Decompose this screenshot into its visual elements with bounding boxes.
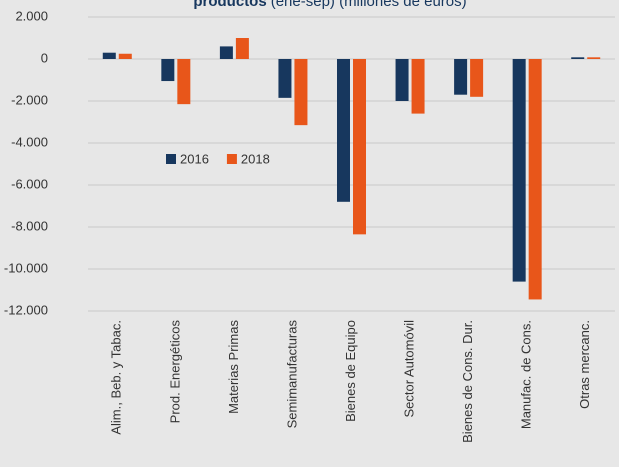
bar — [353, 59, 366, 235]
x-tick-label: Bienes de Cons. Dur. — [460, 320, 475, 443]
y-tick-label: -10.000 — [4, 260, 48, 275]
bar — [454, 59, 468, 95]
legend-swatch — [226, 154, 237, 164]
bar — [278, 59, 292, 98]
y-tick-label: -2.000 — [11, 92, 48, 107]
bar — [528, 59, 542, 300]
y-tick-label: -4.000 — [11, 134, 48, 149]
chart-title-group: productos (ene-sep) (millones de euros) — [193, 0, 466, 10]
x-tick-label: Sector Automóvil — [401, 320, 416, 418]
bar — [470, 59, 484, 97]
bar — [219, 46, 233, 59]
bar — [161, 59, 175, 82]
x-tick-label: Alim., Beb. y Tabac. — [109, 320, 124, 435]
bar — [294, 59, 308, 126]
legend-label: 2016 — [180, 151, 209, 166]
chart-subtitle: (ene-sep) (millones de euros) — [271, 0, 467, 10]
y-tick-label: -12.000 — [4, 302, 48, 317]
bar — [512, 59, 526, 282]
bar — [177, 59, 191, 105]
bar — [235, 38, 249, 59]
bar — [337, 59, 350, 202]
bar — [118, 53, 132, 59]
y-tick-label: -8.000 — [11, 218, 48, 233]
y-tick-label: 2.000 — [15, 8, 48, 23]
legend-swatch — [166, 154, 176, 164]
bar — [411, 59, 425, 114]
x-tick-label: Bienes de Equipo — [343, 320, 358, 422]
x-tick-label: Prod. Energéticos — [167, 320, 182, 424]
bar — [587, 57, 601, 59]
x-tick-label: Semimanufacturas — [284, 320, 299, 429]
chart-title: productos — [193, 0, 266, 10]
bar — [571, 57, 585, 59]
bar — [395, 59, 409, 101]
y-tick-label: -6.000 — [11, 176, 48, 191]
legend-label: 2018 — [241, 151, 270, 166]
x-tick-label: Otras mercanc. — [577, 320, 592, 409]
y-tick-label: 0 — [41, 50, 48, 65]
bar — [102, 52, 116, 59]
x-tick-label: Manufac. de Cons. — [519, 320, 534, 429]
x-tick-label: Materias Primas — [226, 320, 241, 414]
